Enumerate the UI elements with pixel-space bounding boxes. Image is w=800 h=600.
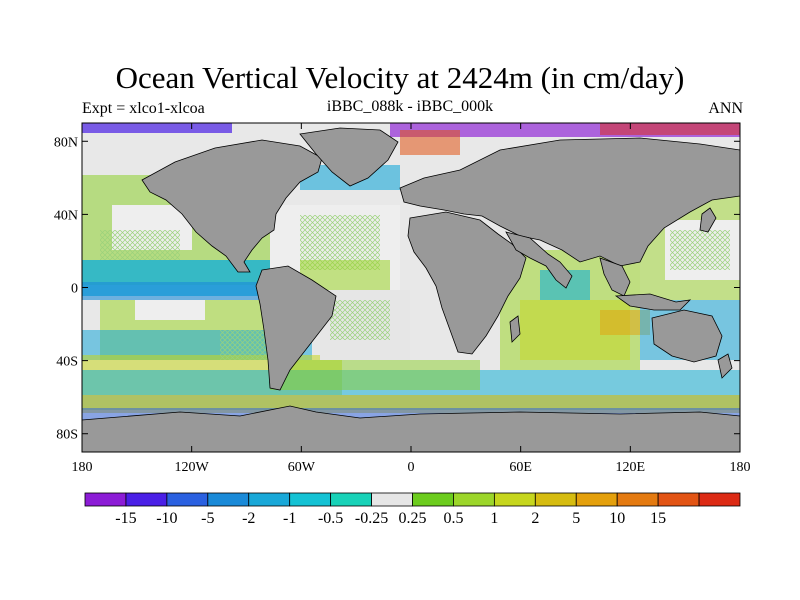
madagascar <box>509 315 521 343</box>
lat-tick-label: 40S <box>56 355 78 370</box>
new-zealand <box>717 353 733 379</box>
colorbar-label: 15 <box>650 510 666 527</box>
colorbar-swatch <box>330 492 372 507</box>
colorbar-swatch <box>412 492 454 507</box>
colorbar-label: -5 <box>201 510 214 527</box>
colorbar-label: -0.25 <box>355 510 388 527</box>
colorbar-swatch <box>289 492 332 507</box>
colorbar-swatch <box>534 492 577 507</box>
colorbar-swatch <box>166 492 209 507</box>
colorbar-swatch <box>125 492 168 507</box>
axis-ticks: 80N 40N 0 40S 80S 180 120W 60W 0 60E 120E 180 <box>54 123 751 475</box>
colorbar-label: -0.5 <box>318 510 343 527</box>
colorbar-swatch <box>493 492 536 507</box>
colorbar-swatch <box>575 492 618 507</box>
colorbar-label: 5 <box>572 510 580 527</box>
lon-tick-label: 60E <box>509 460 532 475</box>
colorbar-swatch <box>84 492 127 507</box>
greenland <box>299 127 399 187</box>
colorbar: -15 -10 -5 -2 -1 -0.5 -0.25 0.25 0.5 1 2 5 10 15 <box>84 492 741 527</box>
lon-tick-label: 120E <box>616 460 646 475</box>
eurasia <box>399 137 740 267</box>
colorbar-label: 2 <box>531 510 539 527</box>
colorbar-swatch <box>616 492 659 507</box>
antarctica <box>82 405 740 452</box>
landmasses <box>82 127 740 452</box>
south-america <box>255 265 337 391</box>
lat-tick-label: 80N <box>54 135 78 150</box>
japan <box>699 207 717 233</box>
lon-tick-label: 0 <box>408 460 415 475</box>
colorbar-swatch <box>453 492 495 507</box>
plot-title: Ocean Vertical Velocity at 2424m (in cm/… <box>115 60 685 95</box>
africa <box>407 211 527 355</box>
lon-tick-label: 120W <box>175 460 210 475</box>
case-difference-label: iBBC_088k - iBBC_000k <box>326 98 494 115</box>
lon-tick-label: 180 <box>72 460 93 475</box>
north-america <box>141 139 323 273</box>
map-panel <box>82 123 740 452</box>
colorbar-swatch <box>207 492 250 507</box>
experiment-label: Expt = xlco1-xlcoa <box>82 100 205 117</box>
australia <box>651 309 723 363</box>
lat-tick-label: 0 <box>71 282 78 297</box>
lon-tick-label: 60W <box>288 460 316 475</box>
arabia-india <box>505 231 573 289</box>
lat-tick-label: 80S <box>56 428 78 443</box>
colorbar-label: 0.5 <box>443 510 463 527</box>
lon-tick-label: 180 <box>730 460 751 475</box>
colorbar-label: 1 <box>490 510 498 527</box>
colorbar-label: -1 <box>283 510 296 527</box>
colorbar-swatch <box>698 492 741 507</box>
colorbar-swatch <box>248 492 291 507</box>
colorbar-label: -2 <box>242 510 255 527</box>
colorbar-swatch <box>371 492 413 507</box>
lat-tick-label: 40N <box>54 208 78 223</box>
colorbar-label: -10 <box>156 510 177 527</box>
indonesia <box>614 293 692 311</box>
colorbar-label: 10 <box>609 510 625 527</box>
colorbar-label: -15 <box>115 510 136 527</box>
colorbar-swatch <box>657 492 700 507</box>
colorbar-label: 0.25 <box>399 510 427 527</box>
season-label: ANN <box>708 100 743 117</box>
